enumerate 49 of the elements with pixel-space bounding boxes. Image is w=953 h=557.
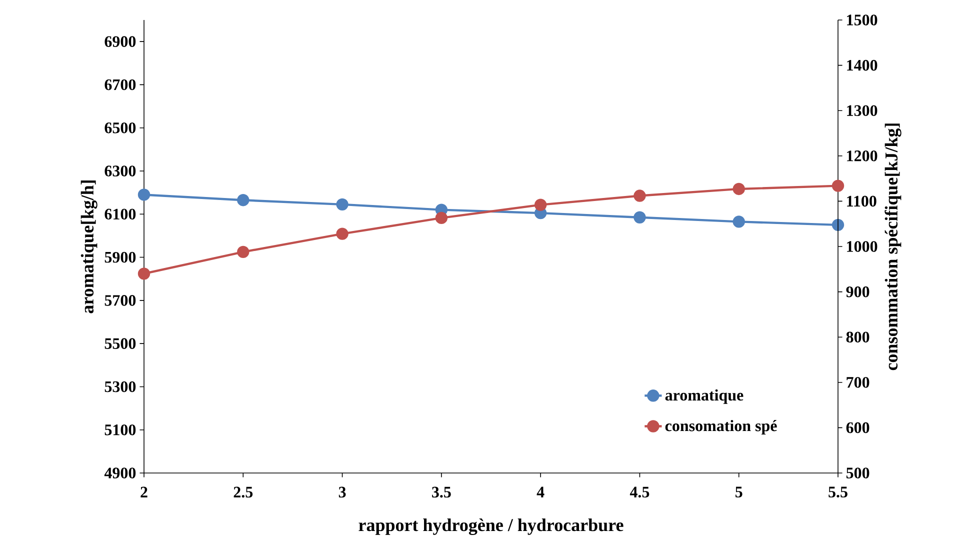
point bbox=[732, 182, 745, 196]
x-axis-title: rapport hydrogène / hydrocarbure bbox=[358, 518, 624, 535]
point bbox=[534, 198, 547, 211]
point bbox=[832, 180, 844, 192]
y2-tick-label: 1100 bbox=[847, 196, 876, 207]
point bbox=[732, 216, 745, 228]
y2-axis-title: consommation spécifique[kJ/kg] bbox=[884, 124, 902, 370]
x-tick-label: 2.5 bbox=[234, 486, 253, 498]
y2-tick-label: 1000 bbox=[847, 241, 878, 252]
point bbox=[336, 228, 348, 240]
point bbox=[138, 188, 150, 201]
y2-tick-label: 1500 bbox=[847, 14, 878, 26]
point bbox=[336, 198, 348, 211]
y2-tick-label: 700 bbox=[846, 377, 870, 388]
y2-tick-label: 500 bbox=[846, 468, 870, 478]
y-tick-label: 5900 bbox=[104, 252, 136, 263]
y-tick-label: 5300 bbox=[104, 381, 136, 392]
y-tick-label: 6100 bbox=[104, 208, 136, 220]
y2-tick-label: 600 bbox=[846, 422, 870, 434]
x-tick-label: 4.5 bbox=[630, 486, 650, 498]
point bbox=[832, 218, 844, 232]
y-axis-title: aromatique[kg/h] bbox=[80, 180, 98, 314]
point bbox=[237, 246, 250, 258]
x-tick-label: 5.5 bbox=[828, 486, 848, 498]
legend-label: aromatique bbox=[665, 389, 744, 404]
y2-tick-label: 900 bbox=[846, 286, 870, 298]
y2-tick-label: 1300 bbox=[847, 105, 878, 116]
x-tick-label: 3.5 bbox=[432, 486, 451, 498]
y-tick-label: 6700 bbox=[104, 79, 136, 90]
point bbox=[634, 211, 646, 224]
x-tick-label: 5 bbox=[736, 486, 742, 498]
y-tick-label: 6300 bbox=[104, 166, 136, 176]
y-tick-label: 4900 bbox=[104, 468, 136, 478]
point bbox=[237, 194, 250, 206]
y2-tick-label: 1200 bbox=[847, 150, 878, 162]
point bbox=[634, 190, 646, 202]
y-tick-label: 5500 bbox=[104, 338, 136, 349]
point bbox=[138, 268, 150, 280]
point bbox=[435, 212, 448, 224]
y-tick-label: 5700 bbox=[104, 295, 136, 306]
legend-label: consomation spé bbox=[665, 420, 777, 434]
x-tick-label: 2 bbox=[140, 486, 148, 498]
y-tick-label: 6500 bbox=[104, 122, 136, 134]
x-tick-label: 4 bbox=[536, 486, 544, 498]
y2-tick-label: 1400 bbox=[847, 60, 878, 71]
y-tick-label: 6900 bbox=[104, 36, 136, 47]
y2-tick-label: 800 bbox=[846, 332, 870, 342]
x-tick-label: 3 bbox=[338, 486, 346, 498]
y-tick-label: 5100 bbox=[104, 424, 136, 436]
